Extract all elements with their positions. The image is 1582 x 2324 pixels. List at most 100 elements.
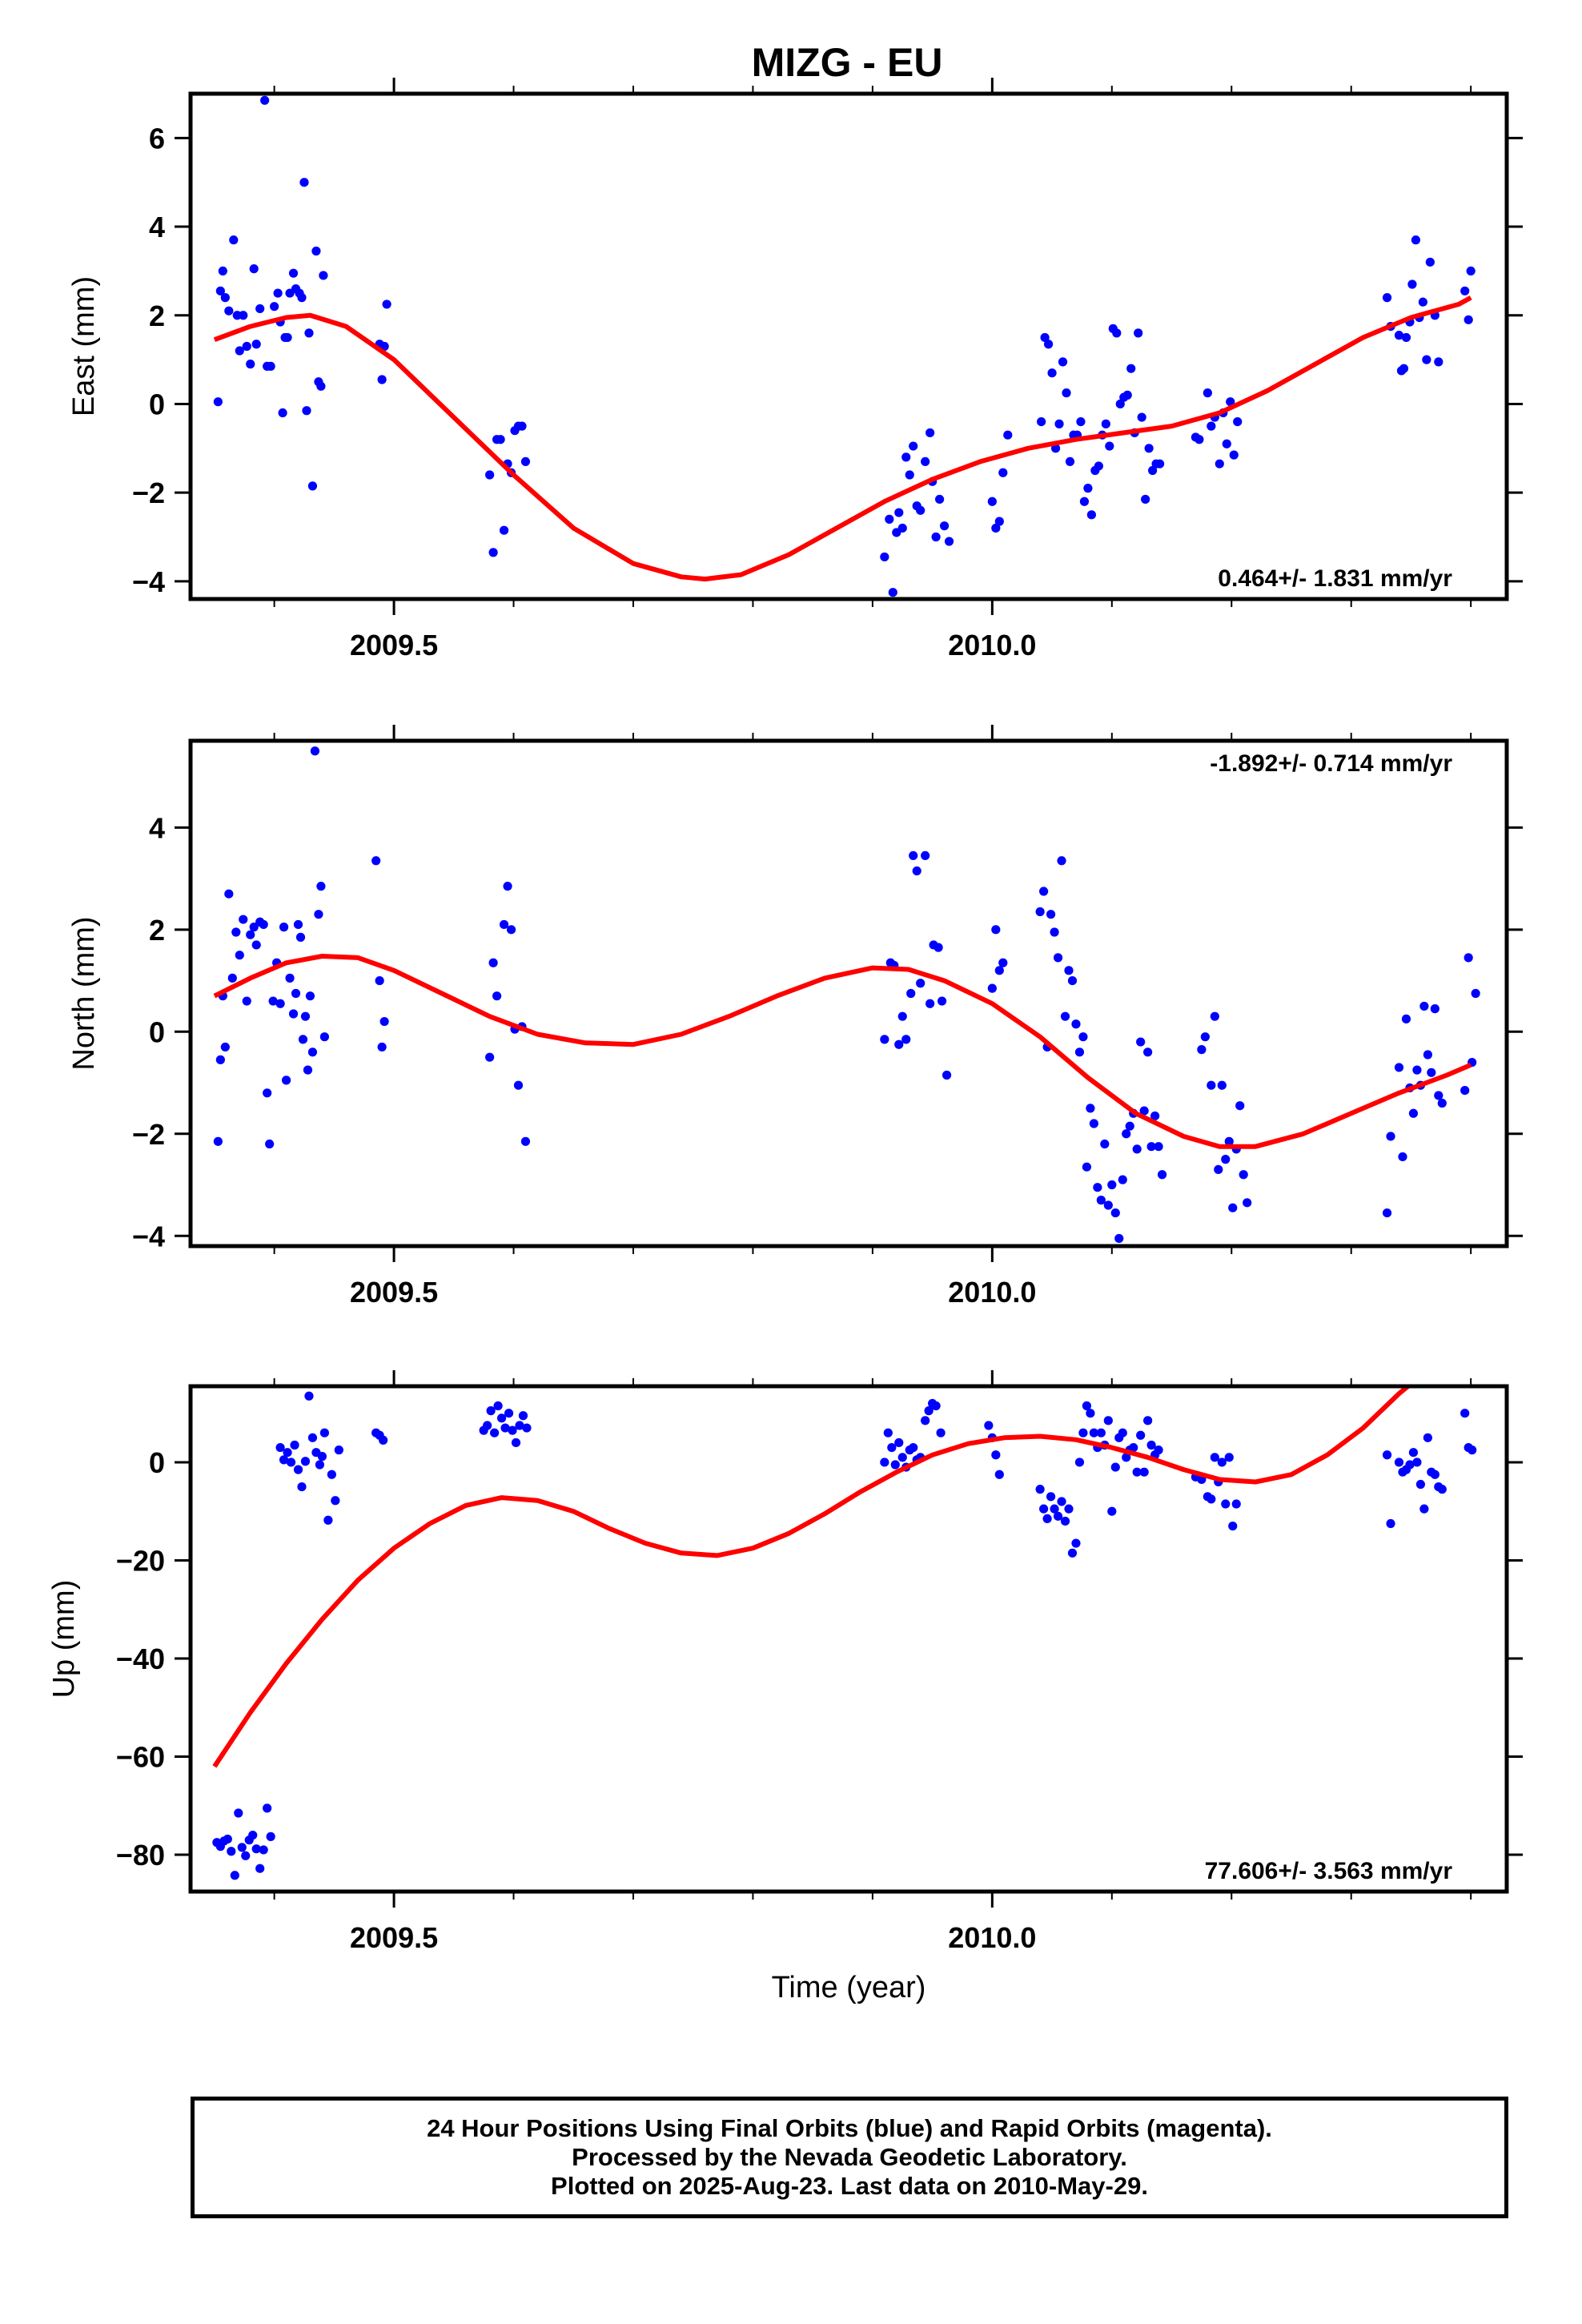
data-point bbox=[1408, 1448, 1419, 1458]
data-point bbox=[307, 1433, 318, 1442]
data-point bbox=[1083, 484, 1093, 493]
data-point bbox=[1468, 1445, 1477, 1455]
data-point bbox=[916, 979, 926, 988]
data-point bbox=[942, 1070, 952, 1080]
data-point bbox=[944, 537, 954, 546]
data-point bbox=[1100, 1139, 1110, 1149]
data-point bbox=[1057, 856, 1066, 866]
data-point bbox=[513, 1080, 524, 1090]
data-point bbox=[295, 932, 306, 942]
data-point bbox=[319, 271, 328, 280]
data-point bbox=[1096, 1428, 1106, 1437]
data-point bbox=[1050, 444, 1061, 453]
y-tick-label: −2 bbox=[132, 1118, 165, 1151]
data-point bbox=[377, 1042, 387, 1052]
data-point bbox=[1148, 465, 1158, 476]
data-point bbox=[1419, 1001, 1429, 1011]
data-point bbox=[987, 497, 997, 506]
data-point bbox=[1132, 1467, 1142, 1477]
data-point bbox=[224, 889, 234, 899]
data-point bbox=[485, 1052, 495, 1062]
data-point bbox=[1411, 235, 1421, 245]
data-point bbox=[492, 991, 502, 1001]
rate-label: 0.464+/- 1.831 mm/yr bbox=[1218, 565, 1452, 592]
data-point bbox=[894, 508, 904, 517]
data-point bbox=[493, 1401, 503, 1411]
data-point bbox=[994, 966, 1004, 975]
data-point bbox=[991, 925, 1001, 935]
data-point bbox=[1243, 1198, 1252, 1208]
data-point bbox=[991, 523, 1001, 533]
data-point bbox=[1086, 1409, 1095, 1418]
y-tick-label: 0 bbox=[149, 1446, 165, 1479]
data-point bbox=[998, 468, 1008, 477]
data-point bbox=[310, 746, 320, 756]
data-point bbox=[511, 1437, 521, 1448]
data-point bbox=[1408, 1108, 1419, 1118]
data-point bbox=[255, 304, 265, 314]
data-point bbox=[1210, 1453, 1219, 1462]
data-point bbox=[1035, 1485, 1045, 1494]
data-point bbox=[231, 927, 241, 937]
data-point bbox=[1129, 1442, 1138, 1453]
data-point bbox=[1058, 357, 1068, 367]
data-point bbox=[1064, 1504, 1074, 1514]
data-point bbox=[1471, 988, 1480, 999]
fit-curve bbox=[213, 954, 1472, 1149]
data-point bbox=[1079, 497, 1090, 506]
data-point bbox=[331, 1496, 340, 1506]
data-point bbox=[1125, 1121, 1134, 1131]
data-point bbox=[880, 552, 889, 562]
data-point bbox=[319, 1428, 329, 1437]
panel-frame bbox=[188, 91, 1509, 601]
data-point bbox=[1071, 1538, 1081, 1548]
y-tick-label: −4 bbox=[132, 565, 165, 598]
data-point bbox=[1122, 1453, 1131, 1462]
data-point bbox=[263, 1803, 272, 1813]
data-point bbox=[1229, 450, 1239, 460]
data-point bbox=[283, 332, 292, 343]
data-point bbox=[916, 505, 926, 515]
data-point bbox=[1419, 1504, 1429, 1514]
data-point bbox=[263, 1088, 272, 1098]
data-point bbox=[1231, 1499, 1241, 1509]
footer-info-box: 24 Hour Positions Using Final Orbits (bl… bbox=[191, 2097, 1508, 2218]
data-point bbox=[1221, 1155, 1231, 1164]
data-point bbox=[266, 361, 275, 372]
data-point bbox=[921, 1416, 930, 1425]
data-point bbox=[1053, 1511, 1063, 1521]
rate-label: -1.892+/- 0.714 mm/yr bbox=[1210, 750, 1452, 777]
y-tick-label: 2 bbox=[149, 300, 165, 332]
chart-title: MIZG - EU bbox=[752, 40, 943, 85]
data-point bbox=[314, 910, 323, 919]
data-point bbox=[293, 1465, 303, 1474]
data-point bbox=[1126, 364, 1136, 373]
data-point bbox=[883, 1428, 893, 1437]
data-point bbox=[1003, 430, 1013, 440]
x-tick-label: 2009.5 bbox=[350, 1921, 438, 1954]
data-point bbox=[522, 1423, 532, 1433]
data-point bbox=[220, 293, 230, 303]
data-point bbox=[496, 1413, 507, 1423]
data-point bbox=[316, 381, 326, 391]
data-point bbox=[227, 973, 237, 983]
data-point bbox=[317, 1452, 327, 1462]
data-point bbox=[1382, 1450, 1392, 1460]
data-point bbox=[1136, 1037, 1146, 1047]
data-point bbox=[1137, 412, 1146, 422]
y-axis-label: East (mm) bbox=[67, 276, 101, 416]
data-point bbox=[1460, 286, 1470, 296]
data-point bbox=[905, 470, 914, 480]
data-point bbox=[248, 1830, 258, 1840]
data-point bbox=[316, 882, 326, 891]
data-point bbox=[931, 1401, 941, 1411]
data-point bbox=[1067, 1548, 1078, 1558]
data-point bbox=[1040, 332, 1050, 343]
data-point bbox=[885, 514, 894, 524]
data-point bbox=[1071, 1019, 1081, 1029]
data-point bbox=[1107, 1506, 1117, 1516]
data-point bbox=[213, 1136, 223, 1146]
data-point bbox=[319, 1032, 329, 1042]
x-tick-label: 2009.5 bbox=[350, 1276, 438, 1309]
data-point bbox=[924, 1406, 934, 1416]
